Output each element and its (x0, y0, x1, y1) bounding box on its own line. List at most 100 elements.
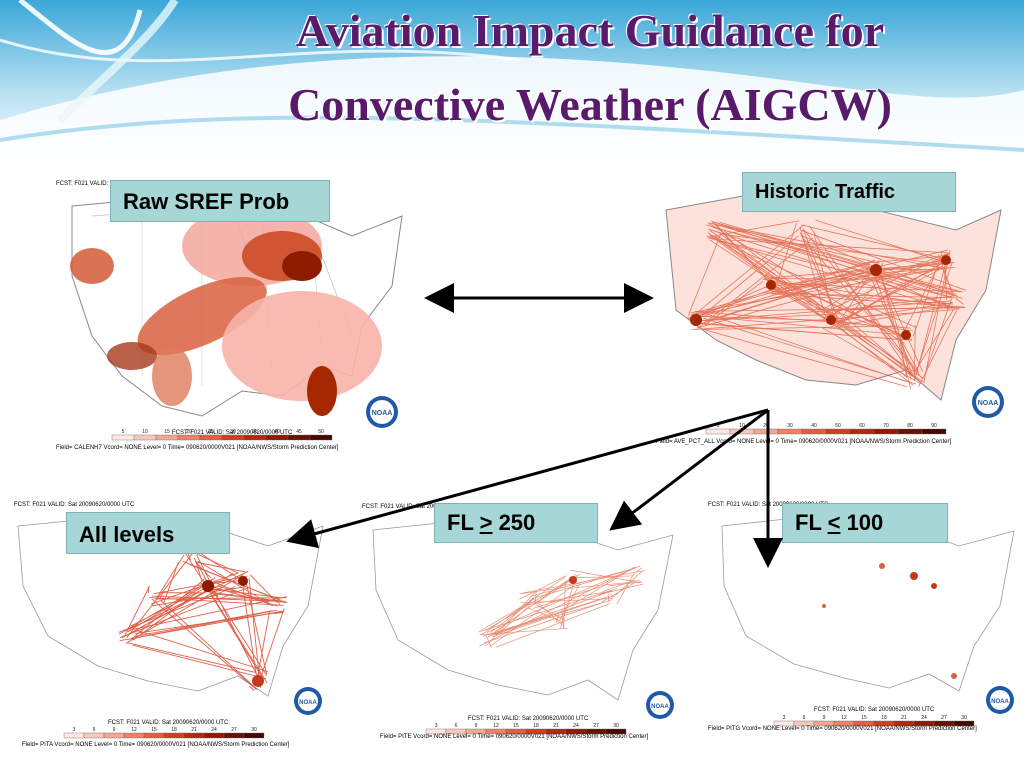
scale-swatch (163, 732, 185, 739)
scale-tick-label: 21 (191, 727, 197, 733)
route-line (913, 325, 916, 381)
route-line (724, 226, 957, 295)
scale-tick-label: 40 (274, 429, 280, 435)
raw-sref-map: FCST: F021 VALID: Sat 2009062 NOAA 5 10 15… (52, 176, 408, 454)
fl100-label-prefix: FL (795, 510, 828, 535)
scale-tick-label: 70 (883, 423, 889, 429)
route-line (492, 616, 551, 638)
scale-tick-label: 12 (131, 727, 137, 733)
route-line (274, 611, 284, 615)
route-line (156, 554, 185, 598)
route-line (123, 586, 150, 637)
scale-tick-label: 27 (593, 723, 599, 729)
header-banner (0, 0, 1024, 170)
route-line (800, 224, 938, 258)
fl100-field: Field= PITG Vcord= NONE Level= 0 Time= 0… (708, 726, 977, 732)
route-line (713, 221, 876, 269)
scale-tick-label: 24 (211, 727, 217, 733)
route-line (874, 273, 962, 293)
fl100-le-symbol: < (827, 510, 841, 535)
raw-sref-field: Field= CALENH7 Vcord= NONE Level= 0 Time… (56, 445, 339, 451)
route-line (711, 220, 886, 281)
route-line (127, 583, 208, 633)
route-line (696, 258, 947, 329)
route-line (554, 566, 635, 616)
scale-swatch (123, 732, 145, 739)
fl250-label-prefix: FL (447, 510, 480, 535)
scale-tick-label: 10 (739, 423, 745, 429)
route-line (126, 552, 194, 639)
route-line (195, 561, 246, 573)
route-line (688, 314, 905, 336)
route-line (216, 582, 274, 607)
route-line (709, 234, 907, 378)
scale-tick-label: 18 (171, 727, 177, 733)
all-levels-field: Field= PITA Vcord= NONE Level= 0 Time= 0… (22, 742, 290, 748)
route-line (257, 608, 285, 685)
route-line (711, 220, 773, 286)
fl250-scale: 3 6 9 12 15 18 21 24 27 30 (425, 723, 627, 735)
scale-tick-label: 35 (252, 429, 258, 435)
scale-tick-label: 40 (811, 423, 817, 429)
route-line (837, 306, 949, 327)
route-line (914, 307, 956, 372)
scale-tick-label: 9 (823, 715, 826, 721)
route-line (549, 599, 612, 619)
route-line (871, 278, 959, 310)
route-line (838, 326, 914, 387)
route-line (495, 603, 611, 648)
scale-tick-label: 24 (573, 723, 579, 729)
route-line (561, 612, 564, 628)
route-line (836, 310, 909, 371)
route-line (800, 229, 966, 291)
scale-tick-label: 25 (208, 429, 214, 435)
scale-tick-label: 30 (251, 727, 257, 733)
scale-tick-label: 21 (901, 715, 907, 721)
noaa-logo: NOAA (986, 686, 1014, 714)
scale-tick-label: 12 (841, 715, 847, 721)
fl100-label-suffix: 100 (840, 510, 884, 535)
scale-tick-label: 24 (921, 715, 927, 721)
route-line (211, 586, 246, 593)
route-line (183, 551, 268, 684)
route-line (125, 574, 244, 644)
route-line (197, 560, 269, 604)
route-line (884, 267, 963, 299)
route-line (699, 311, 907, 382)
route-line (601, 579, 640, 603)
scale-tick-label: 50 (318, 429, 324, 435)
raw-sref-valid: FCST: F021 VALID: Sat 20090620/0000 UTC (172, 430, 293, 436)
noaa-logo: NOAA (646, 691, 674, 719)
route-line (610, 570, 643, 600)
route-line (151, 598, 257, 690)
route-line (519, 586, 565, 595)
historic-traffic-map: NOAA 5 10 20 30 40 50 60 70 80 90 Field= AVE_PCT_… (656, 170, 1008, 450)
route-line (916, 262, 953, 372)
scale-swatch (111, 434, 135, 441)
scale-swatch (203, 732, 225, 739)
noaa-logo: NOAA (972, 386, 1004, 418)
route-line (136, 629, 268, 672)
route-line (480, 602, 529, 631)
route-line (249, 685, 255, 691)
route-line (489, 585, 574, 648)
route-line (119, 610, 285, 642)
route-line (525, 590, 613, 606)
route-line (249, 574, 278, 604)
scale-tick-label: 6 (455, 723, 458, 729)
route-line (771, 270, 877, 295)
route-line (690, 267, 950, 314)
scale-tick-label: 5 (717, 423, 720, 429)
scale-swatch (143, 732, 165, 739)
route-line (598, 583, 643, 595)
route-line (134, 610, 273, 638)
route-line (130, 579, 205, 640)
route-line (955, 298, 964, 305)
scale-tick-label: 10 (142, 429, 148, 435)
scale-swatch (801, 428, 827, 435)
route-line (636, 567, 643, 572)
scale-tick-label: 20 (763, 423, 769, 429)
scale-tick-label: 9 (113, 727, 116, 733)
route-line (479, 566, 636, 647)
route-line (835, 320, 913, 332)
